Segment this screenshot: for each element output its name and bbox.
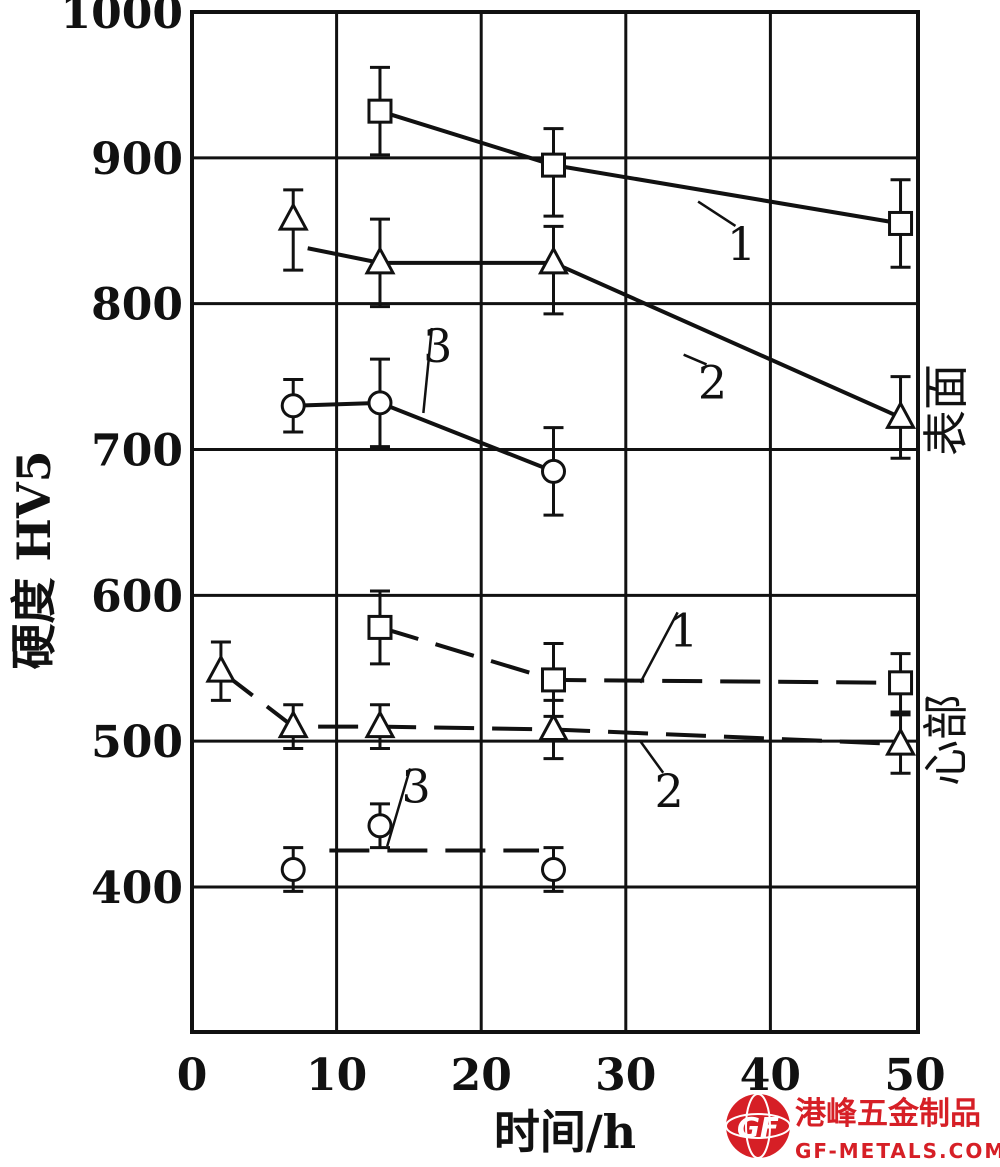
logo-text: GF [737, 1111, 779, 1144]
series-line-s2 [307, 246, 902, 420]
y-axis-title: 硬度 HV5 [7, 450, 61, 669]
leader-line-c3 [386, 768, 412, 847]
data-point-c3-1 [367, 813, 393, 839]
data-point-c1-0 [367, 614, 393, 640]
core-group-label: 心部 [919, 694, 973, 786]
data-point-s2-0 [277, 201, 309, 231]
watermark-cn: 港峰五金制品 [795, 1096, 981, 1132]
series-line-s1 [379, 109, 901, 226]
y-tick-label-400: 400 [91, 863, 183, 914]
plot-frame [190, 10, 920, 1034]
x-tick-label-0: 0 [177, 1050, 208, 1101]
leader-line-c2 [639, 740, 665, 774]
watermark: GF 港峰五金制品 GF-METALS.COM [725, 1093, 1000, 1163]
data-point-c1-2 [888, 670, 914, 696]
data-point-s3-0 [280, 393, 306, 419]
series-c2 [205, 640, 917, 775]
leader-line-s3 [422, 327, 434, 414]
series-s2 [277, 188, 917, 460]
y-tick-label-900: 900 [91, 134, 183, 185]
y-tick-label-800: 800 [91, 280, 183, 331]
data-point-s3-2 [541, 458, 566, 484]
annotations: 1 2 3 1 2 3 [386, 200, 756, 847]
data-point-s1-0 [367, 98, 393, 124]
curve-label-s2: 2 [698, 355, 727, 409]
data-point-s2-2 [537, 245, 570, 275]
surface-group-label: 表面 [919, 364, 973, 456]
data-point-c2-1 [277, 709, 309, 739]
series-c3 [280, 802, 566, 893]
series-c1 [367, 589, 914, 718]
x-tick-label-50: 50 [884, 1050, 945, 1101]
series-line-s3 [293, 400, 555, 474]
data-point-c2-3 [537, 712, 570, 741]
series-s1 [367, 65, 914, 269]
series-line-c1 [379, 625, 901, 685]
data-point-c3-0 [280, 857, 306, 882]
curve-label-c3: 3 [401, 759, 430, 813]
axes: 0 10 20 30 40 50 400 500 600 700 800 900 1000 [61, 0, 946, 1101]
x-tick-label-10: 10 [306, 1050, 367, 1101]
series-s3 [280, 357, 566, 517]
curve-label-s3: 3 [423, 319, 452, 373]
data-point-s3-1 [367, 390, 393, 416]
gf-logo-icon: GF [725, 1093, 791, 1159]
leader-line-c1 [639, 611, 679, 684]
y-tick-label-1000: 1000 [61, 0, 183, 39]
x-tick-label-40: 40 [740, 1050, 801, 1101]
data-point-c1-1 [541, 667, 566, 693]
curve-label-c2: 2 [655, 764, 684, 818]
x-axis-title: 时间/h [494, 1105, 636, 1159]
curve-label-c1: 1 [669, 603, 698, 657]
curve-label-s1: 1 [727, 217, 756, 271]
data-point-c2-4 [885, 726, 917, 756]
data-point-c3-2 [541, 857, 566, 882]
watermark-en: GF-METALS.COM [795, 1139, 1000, 1163]
series-layer [205, 65, 917, 893]
data-point-s2-1 [364, 245, 396, 275]
data-point-c2-0 [205, 654, 237, 683]
leader-line-s2 [683, 353, 708, 366]
x-tick-label-20: 20 [451, 1050, 512, 1101]
data-point-c2-2 [364, 709, 396, 739]
leader-line-s1 [697, 200, 737, 227]
y-tick-label-600: 600 [91, 571, 183, 622]
y-tick-label-700: 700 [91, 426, 183, 477]
data-point-s2-3 [885, 400, 917, 429]
y-tick-label-500: 500 [91, 717, 183, 768]
x-tick-label-30: 30 [595, 1050, 656, 1101]
data-point-s1-2 [888, 210, 914, 236]
data-point-s1-1 [541, 152, 566, 178]
